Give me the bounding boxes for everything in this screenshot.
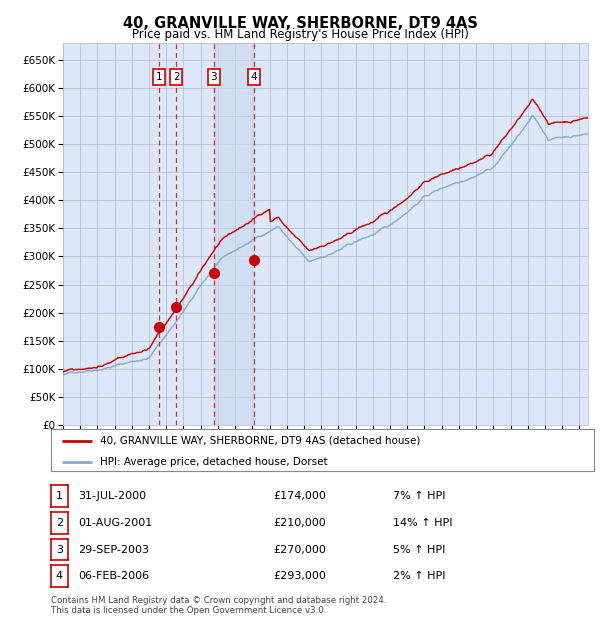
Text: 4: 4 bbox=[251, 72, 257, 82]
Text: £270,000: £270,000 bbox=[273, 544, 326, 554]
Text: 31-JUL-2000: 31-JUL-2000 bbox=[78, 491, 146, 501]
Text: 1: 1 bbox=[56, 491, 63, 501]
Text: £174,000: £174,000 bbox=[273, 491, 326, 501]
Text: 5% ↑ HPI: 5% ↑ HPI bbox=[393, 544, 445, 554]
Text: £210,000: £210,000 bbox=[273, 518, 326, 528]
Text: 40, GRANVILLE WAY, SHERBORNE, DT9 4AS (detached house): 40, GRANVILLE WAY, SHERBORNE, DT9 4AS (d… bbox=[100, 436, 420, 446]
Text: 3: 3 bbox=[56, 544, 63, 554]
Text: £293,000: £293,000 bbox=[273, 571, 326, 581]
Text: 2% ↑ HPI: 2% ↑ HPI bbox=[393, 571, 445, 581]
Text: 01-AUG-2001: 01-AUG-2001 bbox=[78, 518, 152, 528]
Text: 2: 2 bbox=[56, 518, 63, 528]
Text: 3: 3 bbox=[211, 72, 217, 82]
Text: 29-SEP-2003: 29-SEP-2003 bbox=[78, 544, 149, 554]
Text: 40, GRANVILLE WAY, SHERBORNE, DT9 4AS: 40, GRANVILLE WAY, SHERBORNE, DT9 4AS bbox=[122, 16, 478, 30]
Bar bbox=[214, 43, 254, 425]
Text: Price paid vs. HM Land Registry's House Price Index (HPI): Price paid vs. HM Land Registry's House … bbox=[131, 28, 469, 41]
Text: 14% ↑ HPI: 14% ↑ HPI bbox=[393, 518, 452, 528]
Text: 06-FEB-2006: 06-FEB-2006 bbox=[78, 571, 149, 581]
Text: 2: 2 bbox=[173, 72, 179, 82]
Text: 4: 4 bbox=[56, 571, 63, 581]
Text: 1: 1 bbox=[156, 72, 163, 82]
Text: 7% ↑ HPI: 7% ↑ HPI bbox=[393, 491, 445, 501]
Text: HPI: Average price, detached house, Dorset: HPI: Average price, detached house, Dors… bbox=[100, 457, 328, 467]
Text: Contains HM Land Registry data © Crown copyright and database right 2024.
This d: Contains HM Land Registry data © Crown c… bbox=[51, 596, 386, 615]
